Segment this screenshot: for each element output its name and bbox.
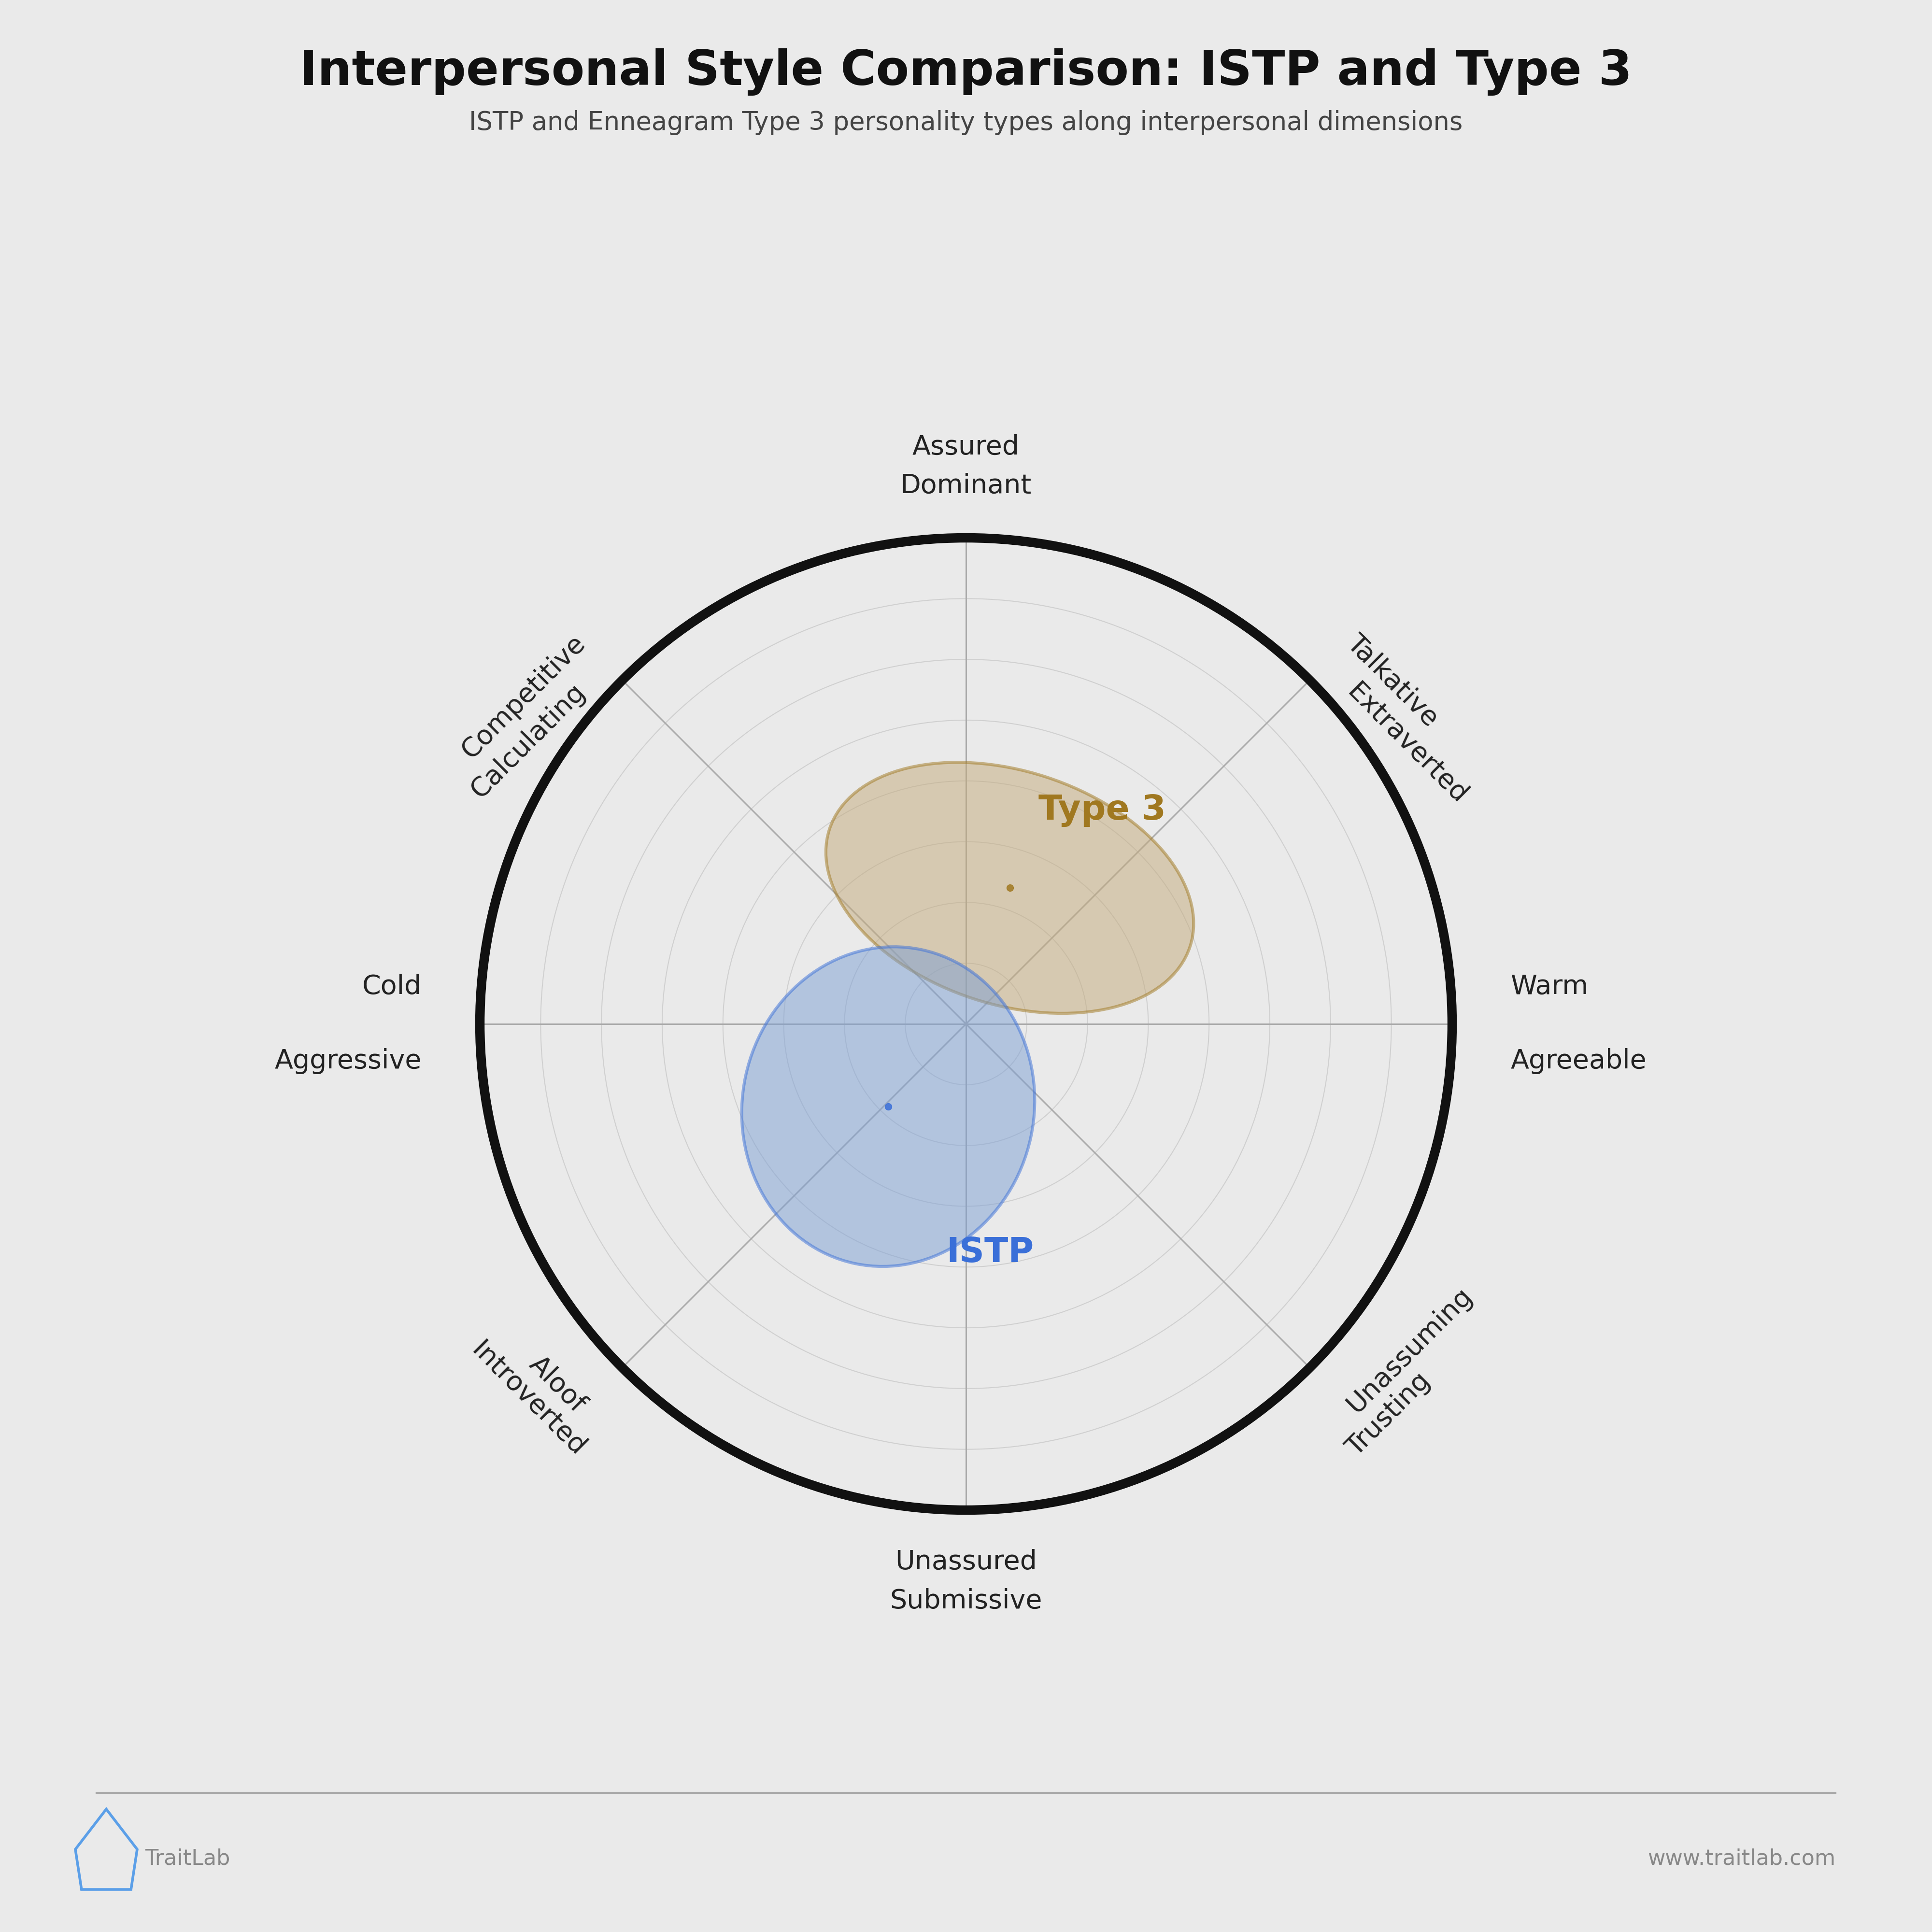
Text: Trusting: Trusting [1341, 1368, 1435, 1463]
Text: Calculating: Calculating [466, 678, 591, 804]
Text: Unassuming: Unassuming [1341, 1283, 1476, 1418]
Text: Aggressive: Aggressive [274, 1049, 421, 1074]
Text: Talkative: Talkative [1341, 630, 1443, 732]
Text: Submissive: Submissive [891, 1588, 1041, 1613]
Text: Competitive: Competitive [456, 630, 591, 763]
Text: Cold: Cold [361, 974, 421, 999]
Text: Aloof: Aloof [524, 1350, 591, 1418]
Text: Introverted: Introverted [466, 1337, 591, 1463]
Text: TraitLab: TraitLab [145, 1849, 230, 1868]
Text: www.traitlab.com: www.traitlab.com [1648, 1849, 1835, 1868]
Text: Type 3: Type 3 [1037, 794, 1165, 827]
Text: Dominant: Dominant [900, 473, 1032, 498]
Text: Interpersonal Style Comparison: ISTP and Type 3: Interpersonal Style Comparison: ISTP and… [299, 48, 1633, 95]
Ellipse shape [825, 763, 1194, 1012]
Text: Assured: Assured [912, 435, 1020, 460]
Text: ISTP: ISTP [947, 1236, 1034, 1269]
Ellipse shape [742, 947, 1036, 1265]
Text: Warm: Warm [1511, 974, 1588, 999]
Text: Extraverted: Extraverted [1341, 678, 1472, 810]
Text: Unassured: Unassured [895, 1549, 1037, 1575]
Text: Agreeable: Agreeable [1511, 1049, 1646, 1074]
Text: ISTP and Enneagram Type 3 personality types along interpersonal dimensions: ISTP and Enneagram Type 3 personality ty… [469, 110, 1463, 135]
